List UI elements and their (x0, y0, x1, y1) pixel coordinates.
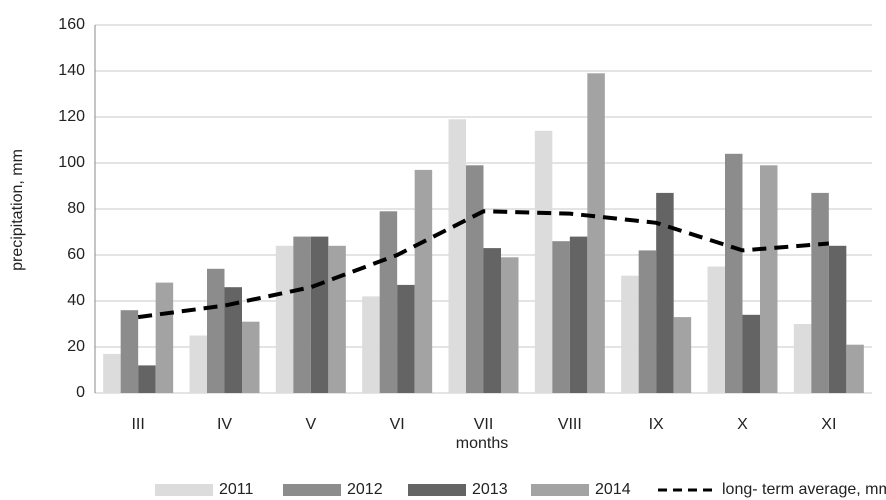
y-tick-label: 0 (76, 384, 85, 401)
line (137, 209, 829, 320)
y-tick-label: 40 (67, 292, 85, 309)
legend-label: 2012 (347, 481, 383, 498)
x-tick-label: III (131, 416, 144, 433)
legend-label: 2014 (595, 481, 631, 498)
y-tick-label: 120 (58, 108, 85, 125)
bar (501, 257, 519, 393)
legend-label: long- term average, mm (722, 481, 886, 498)
bar (483, 248, 501, 393)
bar (155, 282, 174, 393)
bar (224, 287, 242, 393)
legend-swatch (283, 484, 341, 496)
x-tick-label: IX (649, 416, 664, 433)
bar (138, 365, 156, 393)
x-axis-label: months (456, 435, 508, 452)
x-tick-label: V (305, 416, 316, 433)
bar (414, 169, 433, 393)
bar (293, 236, 311, 393)
y-tick-label: 80 (67, 200, 85, 217)
x-tick-label: VI (390, 416, 405, 433)
bar (328, 245, 346, 393)
legend-label: 2011 (219, 481, 254, 498)
bar (707, 266, 725, 393)
bar (189, 335, 207, 393)
legend-swatch (531, 484, 589, 496)
bar (760, 165, 778, 393)
bar (397, 284, 415, 393)
bar (275, 245, 294, 393)
bar (207, 268, 225, 393)
y-tick-label: 20 (67, 338, 85, 355)
bar (379, 211, 398, 393)
bar (656, 192, 674, 393)
bar (673, 317, 692, 393)
bar (587, 73, 605, 394)
legend-swatch (155, 484, 213, 496)
x-tick-label: VIII (558, 416, 582, 433)
bar (725, 153, 743, 393)
bar (811, 192, 829, 393)
bar (828, 245, 847, 393)
y-tick-label: 100 (58, 154, 85, 171)
bar (103, 353, 121, 393)
bar (569, 236, 588, 393)
bar (310, 236, 329, 393)
legend-label: 2013 (472, 481, 508, 498)
bar (638, 250, 657, 393)
x-tick-label: IV (217, 416, 232, 433)
y-tick-label: 140 (58, 62, 85, 79)
x-tick-label: XI (821, 416, 836, 433)
bar (466, 165, 484, 393)
y-axis-label: precipitation, mm (9, 149, 26, 271)
bar (793, 324, 812, 393)
x-tick-label: X (737, 416, 748, 433)
bar (552, 241, 570, 393)
bar (362, 296, 380, 393)
bar (120, 310, 139, 393)
bar (534, 130, 553, 394)
bar (742, 314, 760, 393)
bar (621, 275, 639, 393)
y-tick-label: 160 (58, 16, 85, 33)
bar (448, 119, 466, 394)
bar (846, 344, 864, 393)
x-tick-label: VII (474, 416, 494, 433)
legend-swatch (408, 484, 466, 496)
bar (242, 321, 260, 393)
y-tick-label: 60 (67, 246, 85, 263)
